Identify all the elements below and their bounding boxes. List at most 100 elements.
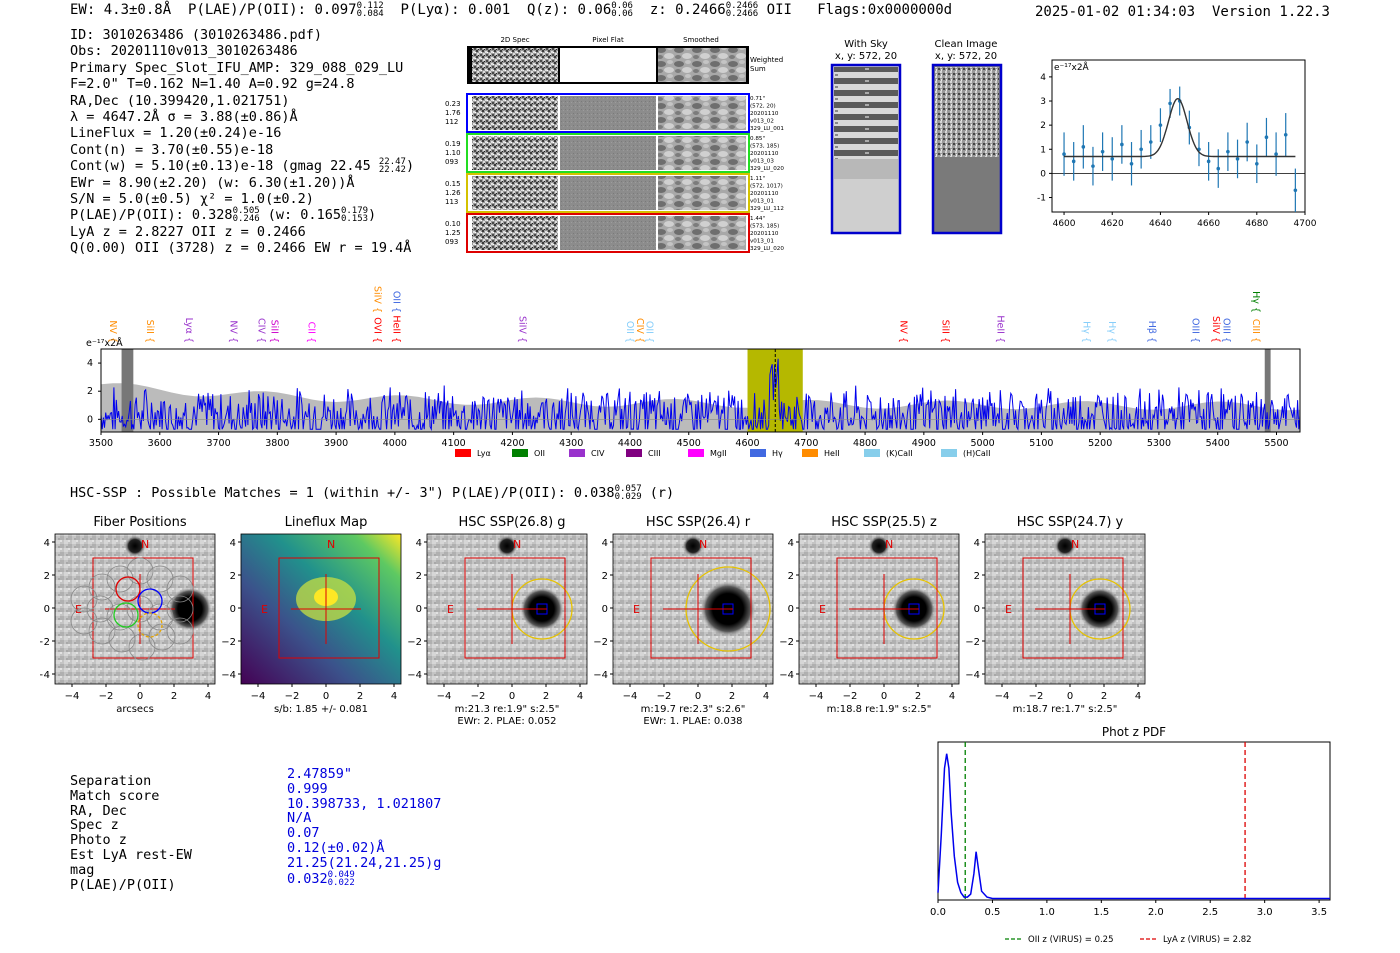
panel-north: N (327, 538, 335, 551)
panel-north: N (513, 538, 521, 551)
panel-ytick-label: 2 (416, 571, 422, 582)
spectrum-xtick-label: 5100 (1029, 438, 1053, 449)
header-stats: EW: 4.3±0.8Å P(LAE)/P(OII): 0.097 0.112 0.… (70, 1, 953, 19)
panel-title: HSC SSP(26.4) r (646, 515, 751, 530)
cutout-row-meta: 329_LU_020 (750, 246, 784, 252)
info-lambda: λ = 4647.2Å σ = 3.88(±0.86)Å (70, 109, 298, 126)
panel-galaxy (168, 587, 212, 631)
panel-ytick-label: −2 (40, 637, 50, 648)
panel-xtick-label: 2 (357, 691, 363, 702)
plae-range: 0.112 0.084 (356, 1, 384, 19)
zoom-point (1110, 157, 1115, 161)
panel-xtick-label: 4 (205, 691, 211, 702)
panel-title: HSC SSP(24.7) y (1017, 515, 1124, 530)
spectrum-series (100, 358, 1301, 432)
spectrum-xtick-label: 4700 (794, 438, 818, 449)
photz-pdf-plot: Phot z PDF 0.0 0.5 1.0 1.5 2.0 2.5 3.0 3.5 OII z … (930, 725, 1331, 945)
spectrum-line-label: SiIV { (1210, 316, 1221, 343)
cutout-2dspec (472, 136, 558, 170)
panel-field-box (1022, 557, 1124, 659)
zoom-point (1235, 157, 1240, 161)
spectrum-ytick-label: 0 (87, 414, 93, 425)
fiber-circle (86, 595, 114, 623)
cutout-row-meta: 20201110 (750, 231, 779, 237)
match-value: 21.25(21.24,21.25)g (287, 854, 442, 871)
spectrum-xtick-label: 4400 (618, 438, 642, 449)
panel-ytick-label: 2 (974, 571, 980, 582)
legend-label: MgII (710, 449, 727, 458)
cutout-row-stat: 1.76 (445, 109, 461, 117)
pdf-xtick-label: 1.5 (1093, 907, 1109, 918)
panel-ytick-label: 0 (788, 604, 794, 615)
panel-field-box (278, 557, 380, 659)
spectrum-line-label: HeII { (994, 315, 1005, 343)
cutout-row-meta: v013_01 (750, 199, 774, 205)
cutout-pixelflat (560, 96, 656, 130)
zoom-point (1139, 147, 1143, 152)
flags-value: Flags:0x0000000d (817, 2, 953, 18)
cutout-smoothed (658, 176, 746, 210)
cutout-row-stat: 0.23 (445, 100, 461, 108)
pdf-xtick-label: 3.5 (1311, 907, 1327, 918)
spectrum-mask (1264, 349, 1271, 432)
info-plae: P(LAE)/P(OII): 0.328 0.505 0.246 (w: 0.165… (70, 206, 377, 225)
clean-xy: x, y: 572, 20 (935, 51, 997, 62)
spectrum-xtick-label: 4600 (735, 438, 759, 449)
zoom-xtick-label: 4660 (1197, 219, 1220, 229)
panel-ytick-label: −2 (593, 637, 608, 648)
cutout-pixelflat (560, 176, 656, 210)
zoom-point (1100, 149, 1105, 154)
cutout-row-meta: (572, 1017) (750, 184, 783, 190)
panel-xtick-label: −2 (471, 691, 486, 702)
detection-info: ID: 3010263486 (3010263486.pdf) Obs: 202… (70, 27, 414, 257)
spectrum-line-label: OIII { (1189, 318, 1200, 343)
with-sky-xy: x, y: 572, 20 (835, 51, 897, 62)
panel-xtick-label: 0 (881, 691, 887, 702)
match-label: RA, Dec (70, 802, 127, 819)
legend-label: (K)CaII (886, 449, 913, 458)
cutout-row-meta: 20201110 (750, 111, 779, 117)
zoom-point (1274, 152, 1278, 156)
fiber-green (113, 602, 139, 628)
cutout-row-stat: 093 (445, 158, 458, 166)
pdf-xtick-label: 1.0 (1039, 907, 1055, 918)
cutout-row-stat: 0.15 (445, 180, 461, 188)
info-q: Q(0.00) OII (3728) z = 0.2466 EW r = 19.… (70, 240, 412, 257)
panel-ytick-label: 2 (788, 571, 794, 582)
cutout-row-stat: 112 (445, 118, 458, 126)
match-value: 0.07 (287, 825, 320, 842)
panel-east: E (633, 603, 640, 616)
spectrum-xtick-label: 3500 (89, 438, 113, 449)
fiber-circle (166, 595, 194, 623)
match-label: P(LAE)/P(OII) (70, 876, 176, 893)
panel-xtick-label: −2 (657, 691, 672, 702)
zoom-point (1091, 164, 1095, 168)
panel-ytick-label: 4 (416, 538, 422, 549)
spectrum-line-label: SiII { (144, 320, 155, 343)
panel-note: m:19.7 re:2.3" s:2.6" (641, 704, 746, 715)
panel-xtick-label: 0 (695, 691, 701, 702)
info-lineflux: LineFlux = 1.20(±0.24)e-16 (70, 125, 282, 142)
spectrum-xtick-label: 5500 (1264, 438, 1288, 449)
panel-xtick-label: −4 (623, 691, 638, 702)
spectrum-line-label: Hγ { (1081, 321, 1092, 343)
zoom-point (1062, 152, 1066, 156)
info-id: ID: 3010263486 (3010263486.pdf) (70, 27, 322, 43)
spectrum-xtick-label: 4300 (559, 438, 583, 449)
zoom-xtick-label: 4700 (1294, 219, 1317, 229)
weighted-sum-label: Weighted (750, 56, 783, 64)
plae-value: P(LAE)/P(OII): 0.097 (188, 2, 357, 18)
cutout-row-meta: v013_03 (750, 159, 774, 165)
panel-xtick-label: 4 (763, 691, 769, 702)
panel-xtick-label: −4 (437, 691, 452, 702)
match-label: Match score (70, 787, 160, 804)
cutout-row-frame (466, 173, 750, 213)
panel-xtick-label: −2 (99, 691, 114, 702)
panel-xtick-label: −4 (809, 691, 824, 702)
fiber-circle (148, 623, 176, 651)
cutout-row-frame (466, 133, 750, 173)
cutout-2dspec (472, 176, 558, 210)
panel-ytick-label: 4 (974, 538, 980, 549)
match-value: 10.398733, 1.021807 (287, 795, 442, 812)
panel-ytick-label: −2 (779, 637, 794, 648)
